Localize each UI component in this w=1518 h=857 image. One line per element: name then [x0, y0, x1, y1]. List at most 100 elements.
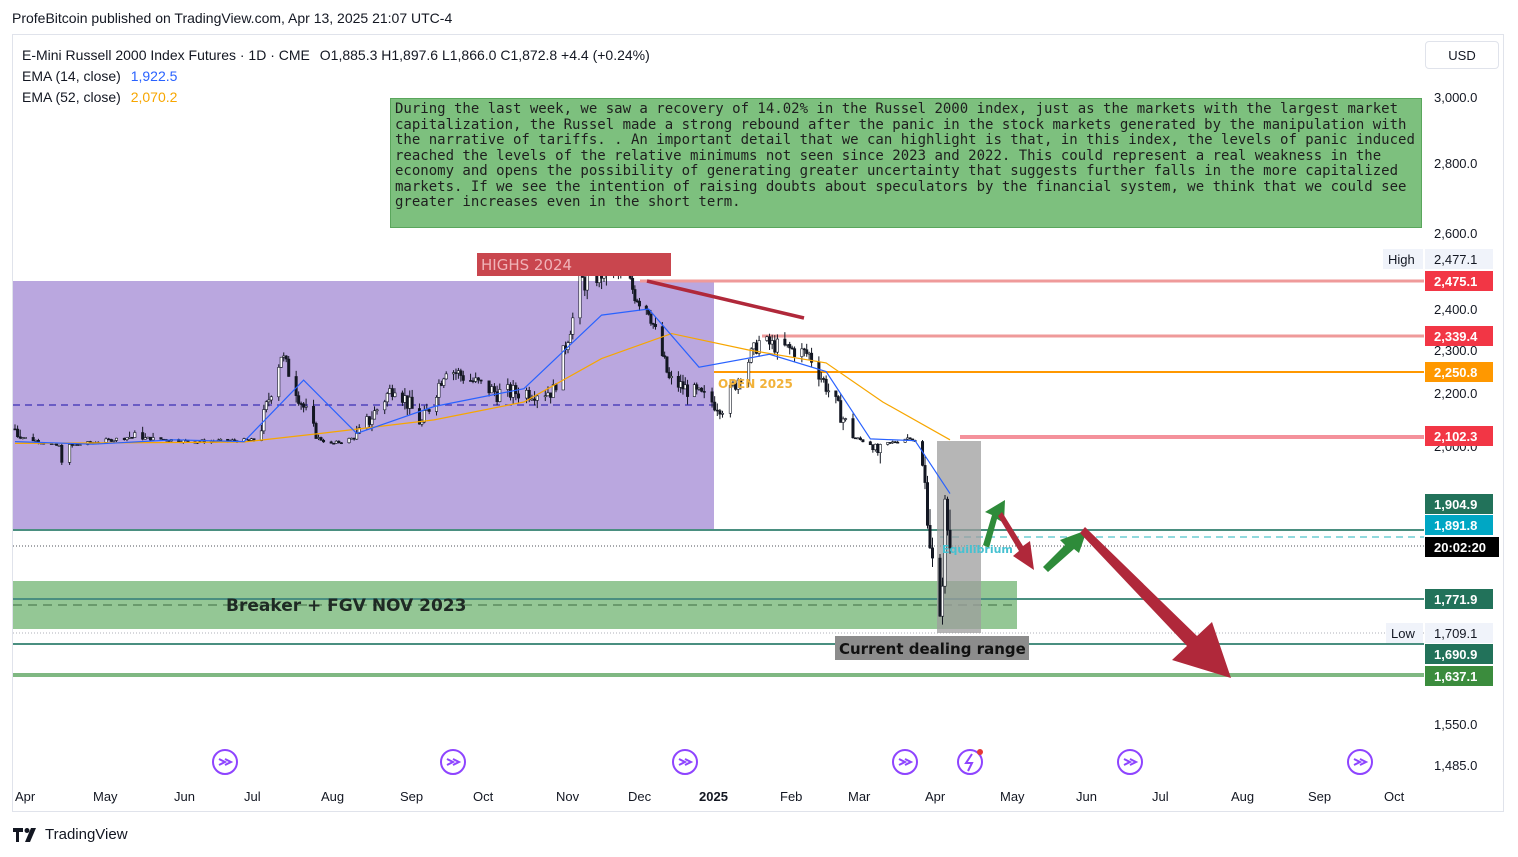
x-tick-label: Oct: [473, 789, 494, 804]
red-arrow-down-big: [1080, 527, 1231, 678]
candle-body: [517, 393, 521, 399]
tradingview-logo-icon: [13, 827, 36, 842]
candle-body: [805, 349, 809, 354]
candle-body: [876, 443, 880, 453]
x-tick-label: Jun: [174, 789, 195, 804]
price-tags: High 2,477.1 2,475.1 2,339.4 2,250.8 2,1…: [1383, 249, 1499, 686]
candle-body: [317, 437, 321, 439]
candle-body: [422, 410, 426, 423]
candle-body: [148, 436, 152, 441]
currency-button[interactable]: USD: [1425, 41, 1499, 69]
publisher-line: ProfeBitcoin published on TradingView.co…: [12, 10, 453, 26]
candle-body: [492, 386, 496, 393]
candle-body: [561, 345, 565, 391]
candle-body: [836, 396, 840, 401]
analysis-note[interactable]: During the last week, we saw a recovery …: [390, 98, 1422, 228]
x-tick-label: May: [1000, 789, 1025, 804]
legend-symbol-row[interactable]: E-Mini Russell 2000 Index Futures · 1D ·…: [22, 45, 650, 66]
event-icon[interactable]: [1117, 749, 1143, 775]
candle-body: [78, 444, 82, 446]
low-label-bg: [1386, 623, 1423, 643]
x-tick-label: Apr: [15, 789, 36, 804]
candle-body: [107, 438, 111, 441]
low-value: 1,709.1: [1434, 626, 1477, 641]
candle-body: [284, 355, 288, 360]
candle-body: [906, 437, 910, 440]
candle-body: [490, 386, 494, 394]
event-icon[interactable]: [672, 749, 698, 775]
x-tick-label: 2025: [699, 789, 728, 804]
candle-body: [943, 498, 947, 587]
candle-body: [130, 437, 134, 439]
candle-body: [312, 405, 316, 424]
candle-body: [728, 384, 732, 414]
candle-body: [437, 383, 441, 398]
tag-2475: 2,475.1: [1434, 274, 1477, 289]
candle-body: [31, 437, 35, 442]
tag-1904: 1,904.9: [1434, 497, 1477, 512]
tag-2102-bg: [1425, 426, 1493, 446]
candle-body: [530, 398, 534, 401]
x-tick-label: Aug: [321, 789, 344, 804]
event-icons[interactable]: [212, 749, 1373, 775]
legend-ema52-row[interactable]: EMA (52, close) 2,070.2: [22, 87, 650, 108]
candle-body: [329, 441, 333, 444]
candle-body: [551, 384, 555, 398]
x-axis: Apr May Jun Jul Aug Sep Oct Nov Dec 2025…: [15, 789, 1405, 804]
candle-body: [390, 388, 394, 397]
candle-body: [945, 498, 949, 531]
event-icon[interactable]: [440, 749, 466, 775]
candle-body: [405, 395, 409, 409]
candle-body: [420, 421, 424, 425]
candle-body: [322, 439, 326, 443]
candle-body: [928, 525, 932, 549]
candle-body: [393, 392, 397, 397]
candle-body: [282, 355, 286, 358]
candle-body: [60, 444, 64, 463]
event-icon[interactable]: [212, 749, 238, 775]
candle-body: [739, 379, 743, 383]
candle-body: [736, 379, 740, 390]
legend-ema14-row[interactable]: EMA (14, close) 1,922.5: [22, 66, 650, 87]
chart-legend: E-Mini Russell 2000 Index Futures · 1D ·…: [22, 45, 650, 108]
candle-body: [334, 440, 338, 444]
tag-1771-bg: [1425, 589, 1493, 609]
event-icon-highlight[interactable]: [957, 749, 983, 775]
y-tick-label: 2,600.0: [1434, 226, 1477, 241]
candle-body: [417, 408, 421, 425]
candle-body: [793, 348, 797, 357]
red-arrow-down-1: [998, 512, 1034, 570]
candle-body: [851, 418, 855, 439]
candle-body: [125, 437, 129, 440]
tag-2339-bg: [1425, 326, 1493, 346]
tag-2102: 2,102.3: [1434, 429, 1477, 444]
tradingview-brand[interactable]: TradingView: [13, 826, 128, 843]
candle-body: [498, 389, 502, 402]
candle-body: [133, 432, 137, 438]
candle-body: [571, 317, 575, 335]
candle-body: [487, 380, 491, 394]
candle-body: [757, 340, 761, 354]
candle-body: [21, 437, 25, 439]
candle-body: [554, 384, 558, 391]
x-tick-label: Oct: [1384, 789, 1405, 804]
tag-1637: 1,637.1: [1434, 669, 1477, 684]
candle-body: [752, 342, 756, 350]
candle-body: [841, 418, 845, 423]
candle-body: [775, 338, 779, 353]
event-icon[interactable]: [892, 749, 918, 775]
candle-body: [858, 437, 862, 440]
event-icon[interactable]: [1347, 749, 1373, 775]
candle-body: [663, 355, 667, 358]
candle-body: [141, 432, 145, 440]
tag-2250-bg: [1425, 362, 1493, 382]
countdown-bg: [1425, 537, 1499, 557]
countdown: 20:02:20: [1434, 540, 1486, 555]
open-2025-label: OPEN 2025: [718, 377, 793, 391]
candle-body: [697, 387, 701, 390]
candle-body: [633, 289, 637, 302]
candle-body: [18, 436, 22, 439]
candle-body: [543, 395, 547, 398]
candle-body: [700, 387, 704, 392]
